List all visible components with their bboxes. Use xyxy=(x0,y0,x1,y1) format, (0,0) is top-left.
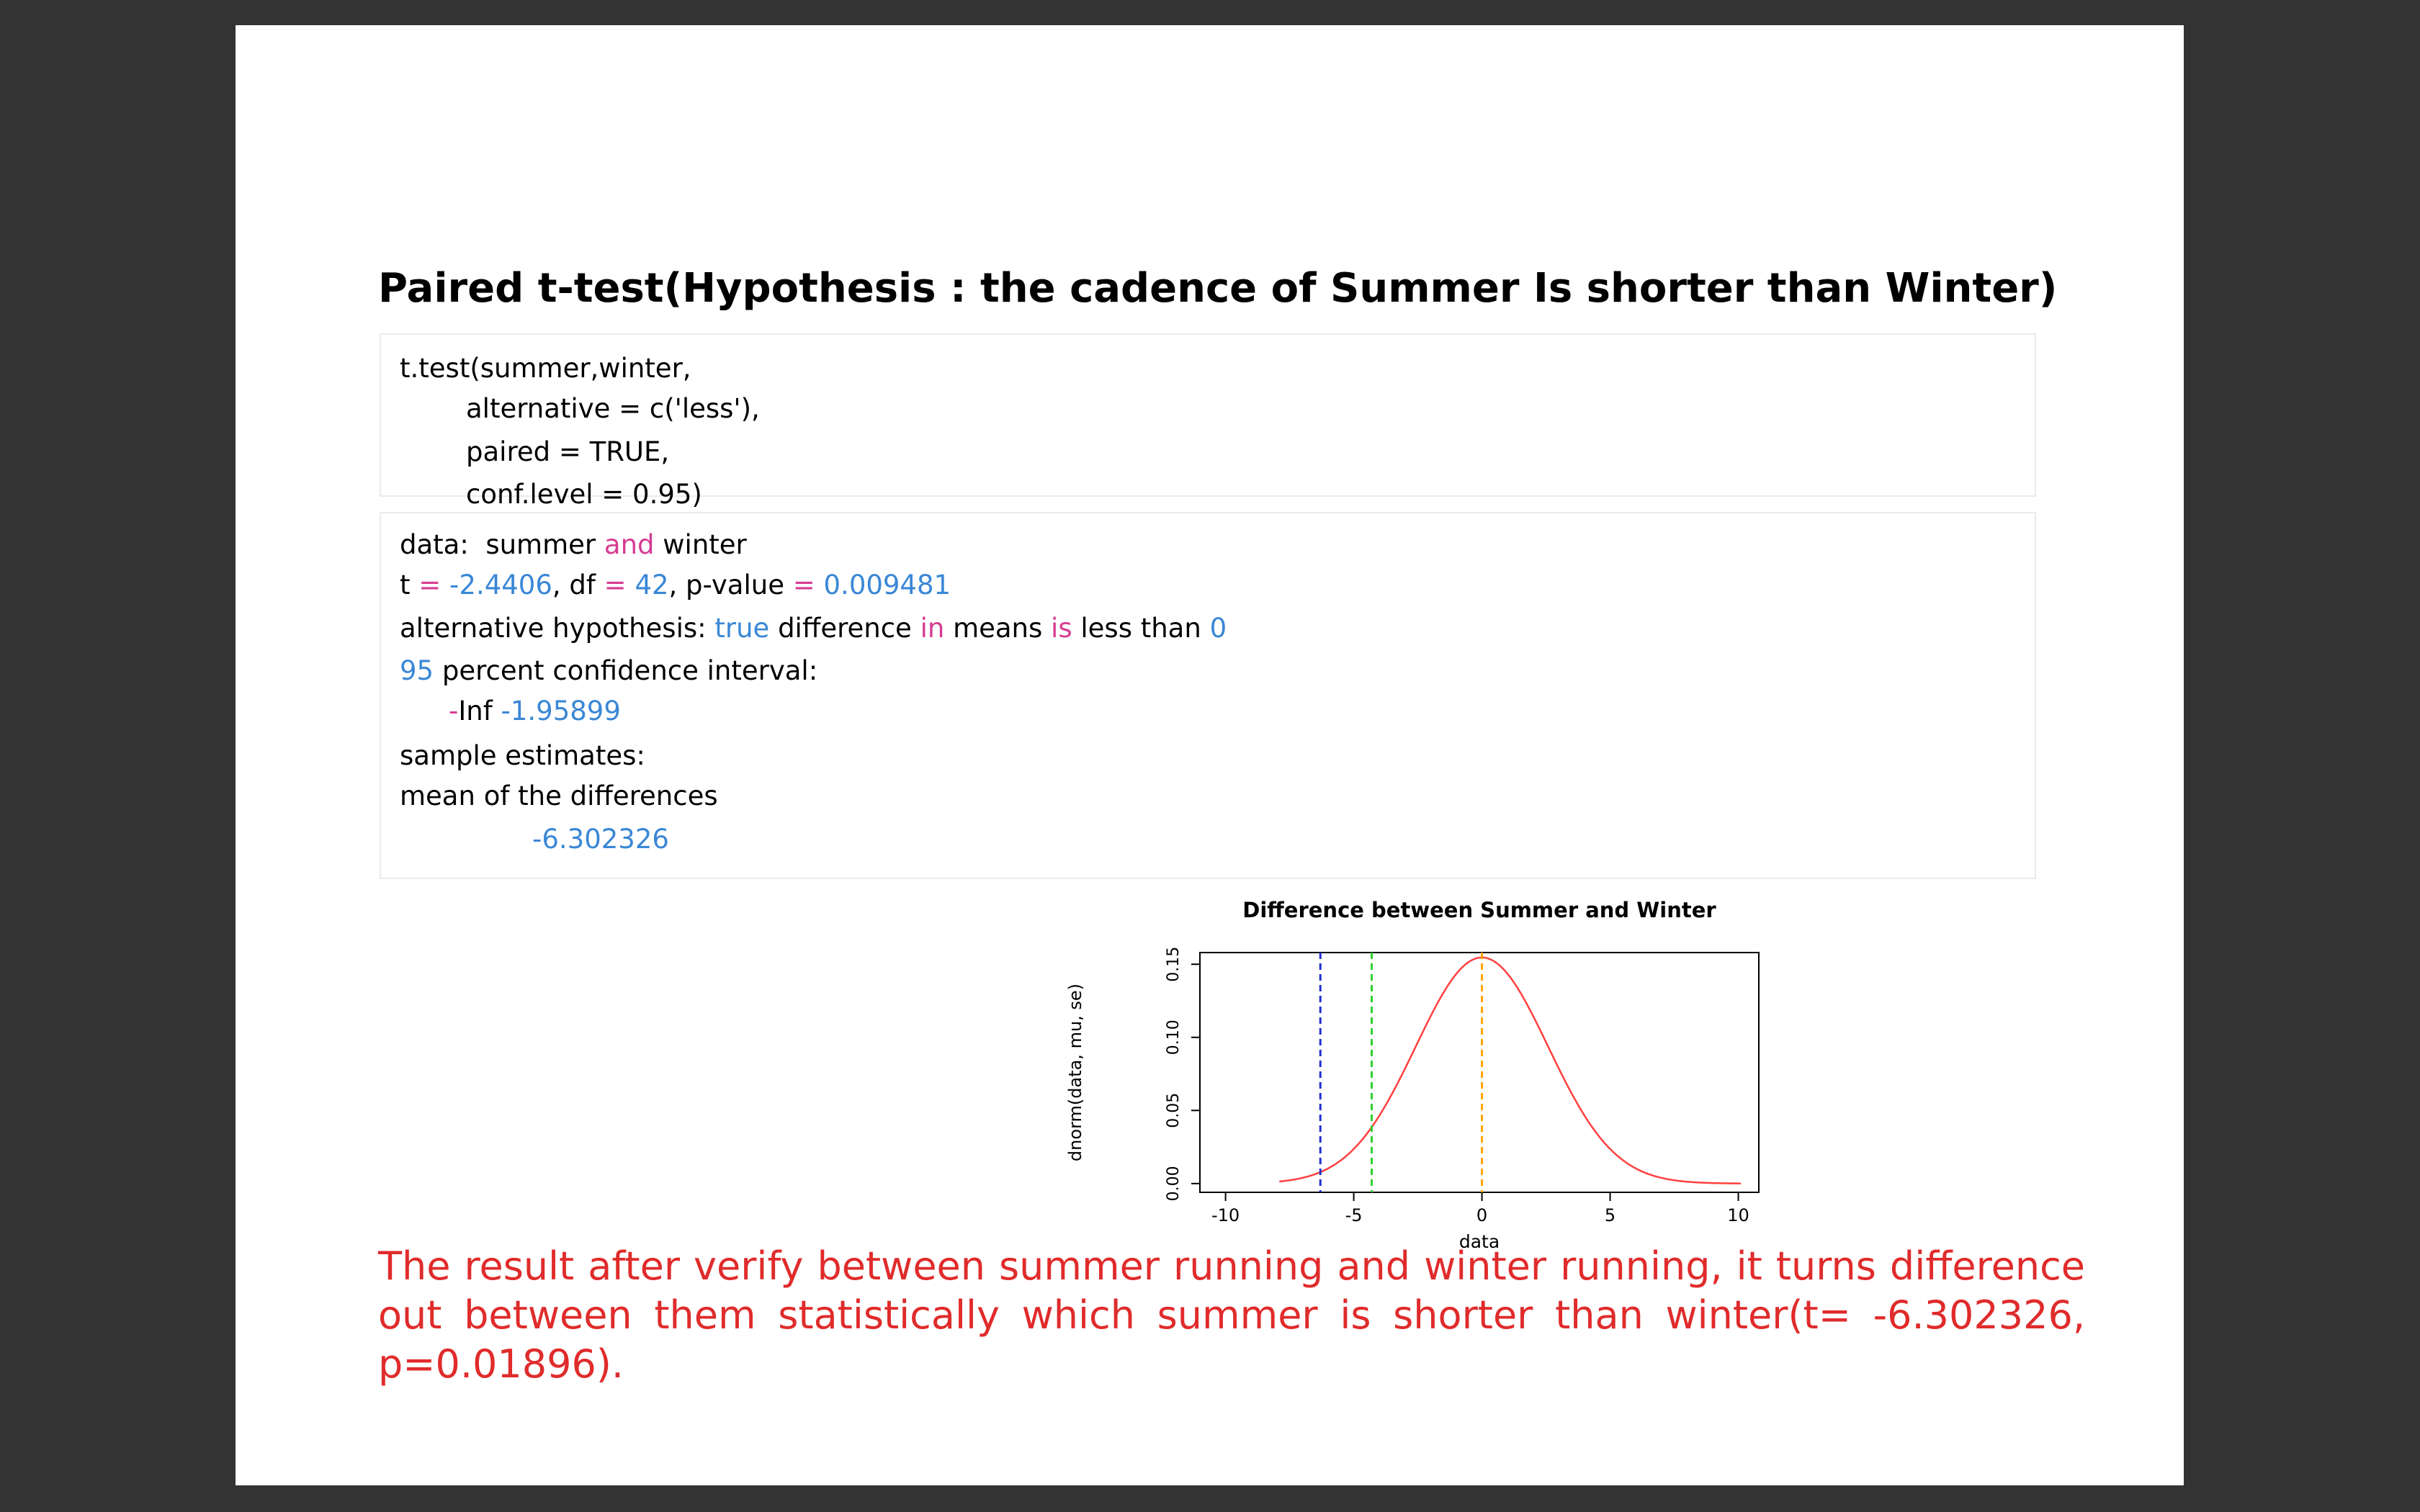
alt-in: in xyxy=(920,613,945,644)
slide-title: Paired t-test(Hypothesis : the cadence o… xyxy=(378,265,2058,312)
code-line-2: alternative = c('less'), xyxy=(466,393,760,424)
x-tick-label: 5 xyxy=(1605,1205,1615,1225)
output-ci-values: -Inf -1.95899 xyxy=(449,698,621,724)
density-curve xyxy=(1279,956,1742,1184)
output-mean-label: mean of the differences xyxy=(400,780,718,811)
t-label: t xyxy=(400,570,419,600)
p-label: , p-value xyxy=(668,570,793,600)
x-axis-label: data xyxy=(1459,1231,1500,1252)
data-label: data: summer xyxy=(400,529,604,560)
alt-means: means xyxy=(944,613,1052,644)
alt-true: true xyxy=(714,613,770,644)
code-line-4: conf.level = 0.95) xyxy=(466,479,702,510)
p-value: 0.009481 xyxy=(815,570,951,600)
p-equals: = xyxy=(792,570,815,600)
alt-label: alternative hypothesis: xyxy=(400,613,715,644)
conclusion-text: The result after verify between summer r… xyxy=(378,1243,2085,1387)
alt-less-than: less than xyxy=(1072,613,1210,644)
x-tick-label: 10 xyxy=(1727,1205,1749,1225)
t-equals: = xyxy=(418,570,442,600)
density-chart-svg: Difference between Summer and Winter -10 -… xyxy=(1065,898,1760,1252)
slide-page: Paired t-test(Hypothesis : the cadence o… xyxy=(236,25,2184,1485)
alt-zero: 0 xyxy=(1209,613,1227,644)
plot-frame xyxy=(1199,952,1760,1193)
code-block: t.test(summer,winter, alternative = c('l… xyxy=(380,333,2036,508)
output-block: data: summer and winter t = -2.4406, df … xyxy=(380,512,2036,879)
ci-minus: - xyxy=(449,696,459,726)
df-equals: = xyxy=(604,570,627,600)
alt-difference: difference xyxy=(769,613,920,644)
output-mean-value: -6.302326 xyxy=(532,824,669,855)
ci-text: percent confidence interval: xyxy=(434,655,818,686)
alt-is: is xyxy=(1051,613,1072,644)
t-value: -2.4406 xyxy=(441,570,552,600)
output-alt-line: alternative hypothesis: true difference … xyxy=(400,615,1227,642)
y-tick-label: 0.15 xyxy=(1165,947,1183,982)
output-stat-line: t = -2.4406, df = 42, p-value = 0.009481 xyxy=(400,572,951,598)
density-chart: Difference between Summer and Winter -10 -… xyxy=(1028,882,1892,1264)
x-tick-label: 0 xyxy=(1476,1205,1487,1225)
y-tick-label: 0.10 xyxy=(1165,1020,1183,1055)
code-line-3: paired = TRUE, xyxy=(466,436,670,467)
data-winter: winter xyxy=(654,529,747,560)
output-ci-line: 95 percent confidence interval: xyxy=(400,657,817,684)
y-tick-label: 0.00 xyxy=(1165,1166,1183,1201)
ci-upper: -1.95899 xyxy=(501,696,621,726)
x-tick-label: -5 xyxy=(1345,1205,1363,1225)
y-tick-label: 0.05 xyxy=(1165,1093,1183,1128)
df-label: , df xyxy=(552,570,604,600)
code-line-1: t.test(summer,winter, xyxy=(400,353,691,384)
df-value: 42 xyxy=(626,570,669,600)
x-tick-label: -10 xyxy=(1211,1205,1240,1225)
chart-title: Difference between Summer and Winter xyxy=(1242,898,1716,922)
output-data-line: data: summer and winter xyxy=(400,531,747,558)
y-axis-label: dnorm(data, mu, se) xyxy=(1065,984,1085,1161)
ci-inf: Inf xyxy=(458,696,501,726)
output-sample-label: sample estimates: xyxy=(400,740,645,771)
ci-percent: 95 xyxy=(400,655,434,686)
keyword-and: and xyxy=(604,529,655,560)
